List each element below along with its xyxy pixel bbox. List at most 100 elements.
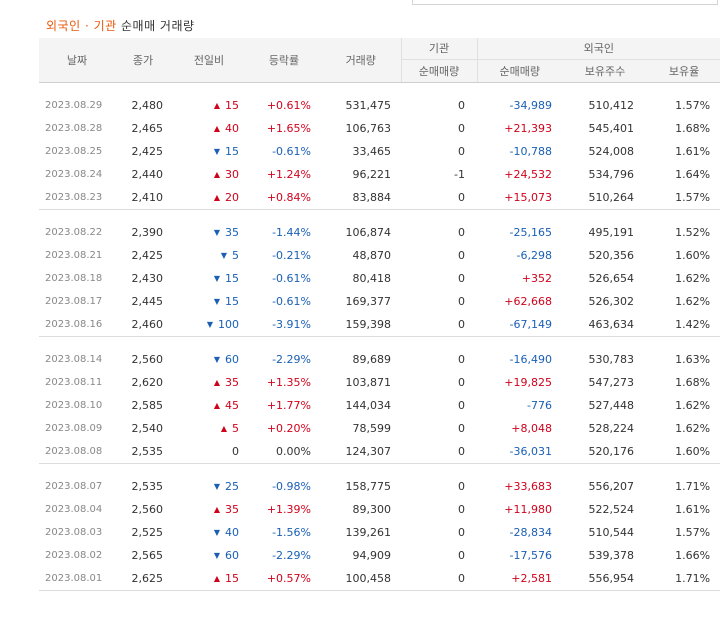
cell-rate: +1.65%: [266, 122, 311, 135]
cell-date: 2023.08.24: [45, 169, 103, 180]
table-row: 2023.08.17 2,445 ▼ 15 -0.61% 169,377 0 +62,668 5…: [39, 290, 720, 313]
cell-date: 2023.08.11: [45, 377, 103, 388]
cell-rate: -1.56%: [272, 526, 311, 539]
cell-date: 2023.08.08: [39, 440, 115, 464]
cell-inst-net: 0: [401, 440, 477, 464]
cell-change: ▼ 40: [171, 521, 247, 544]
cell-date: 2023.08.07: [45, 481, 103, 492]
cell-rate: -0.98%: [272, 480, 311, 493]
cell-frn-net: +11,980: [504, 503, 552, 516]
table-row: 2023.08.22 2,390 ▼ 35 -1.44% 106,874 0 -25,165 4…: [39, 221, 720, 244]
cell-change: ▲ 35: [171, 371, 247, 394]
change-value: 15: [225, 145, 239, 158]
header-inst-net: 순매매량: [400, 59, 477, 83]
change-value: 15: [225, 99, 239, 112]
cell-close: 2,535: [131, 480, 164, 493]
table-row: 2023.08.02 2,565 ▼ 60 -2.29% 94,909 0 -17,576 53…: [39, 544, 720, 567]
cell-volume: 159,398: [321, 313, 401, 337]
change-value: 5: [232, 422, 239, 435]
cell-frn-net: -34,989: [509, 99, 552, 112]
cell-ratio: 1.64%: [675, 168, 711, 181]
down-triangle-icon: ▼: [213, 297, 220, 306]
cell-ratio: 1.68%: [675, 122, 711, 135]
cell-date: 2023.08.21: [45, 250, 103, 261]
cell-rate: -3.91%: [247, 313, 321, 337]
cell-change: ▲ 45: [171, 394, 247, 417]
table-row: 2023.08.24 2,440 ▲ 30 +1.24% 96,221 -1 +24,532 5…: [39, 163, 720, 186]
cell-change: ▲ 15: [171, 94, 247, 117]
cell-frn-net: -17,576: [509, 549, 552, 562]
table-row: 2023.08.04 2,560 ▲ 35 +1.39% 89,300 0 +11,980 52…: [39, 498, 720, 521]
cell-ratio: 1.62%: [675, 272, 711, 285]
cell-inst-net: 0: [401, 186, 477, 210]
up-triangle-icon: ▲: [213, 505, 220, 514]
cell-volume: 169,377: [345, 295, 392, 308]
cell-inst-net: 0: [458, 99, 465, 112]
trading-volume-table: 날짜 종가 전일비 등락률 거래량 기관 외국인 순매매량 순매매량 보유주수 …: [39, 38, 721, 591]
cell-frn-net: +8,048: [511, 422, 552, 435]
cell-volume: 103,871: [345, 376, 392, 389]
up-triangle-icon: ▲: [213, 124, 220, 133]
cell-holdings: 524,008: [588, 145, 635, 158]
header-ratio: 보유율: [648, 59, 721, 83]
change-value: 35: [225, 376, 239, 389]
cell-inst-net: 0: [458, 480, 465, 493]
cell-holdings: 556,207: [588, 480, 635, 493]
header-institution: 기관: [400, 38, 477, 60]
cell-rate: -0.61%: [272, 145, 311, 158]
down-triangle-icon: ▼: [206, 319, 213, 329]
cell-inst-net: 0: [458, 249, 465, 262]
change-value: 25: [225, 480, 239, 493]
cell-date: 2023.08.10: [45, 400, 103, 411]
cell-ratio: 1.71%: [675, 480, 711, 493]
down-triangle-icon: ▼: [213, 228, 220, 237]
cell-volume: 531,475: [345, 99, 392, 112]
cell-inst-net: 0: [458, 145, 465, 158]
cell-ratio: 1.57%: [675, 526, 711, 539]
table-row: 2023.08.09 2,540 ▲ 5 +0.20% 78,599 0 +8,048 528,…: [39, 417, 720, 440]
cell-inst-net: 0: [458, 353, 465, 366]
cell-close: 2,625: [115, 567, 171, 591]
cell-rate: +0.57%: [247, 567, 321, 591]
table-row: 2023.08.07 2,535 ▼ 25 -0.98% 158,775 0 +33,683 5…: [39, 475, 720, 498]
cell-volume: 48,870: [352, 249, 392, 262]
header-date: 날짜: [39, 38, 115, 83]
cell-close: 2,560: [131, 503, 164, 516]
cell-frn-net: -10,788: [509, 145, 552, 158]
cell-close: 2,445: [131, 295, 164, 308]
cell-close: 2,410: [115, 186, 171, 210]
cell-ratio: 1.63%: [675, 353, 711, 366]
cell-close: 2,585: [131, 399, 164, 412]
cell-frn-net: -25,165: [509, 226, 552, 239]
up-triangle-icon: ▲: [213, 401, 220, 410]
cell-rate: -2.29%: [272, 549, 311, 562]
cell-ratio: 1.61%: [675, 503, 711, 516]
spacer-cell: [39, 336, 720, 348]
cell-inst-net: 0: [458, 399, 465, 412]
cell-date: 2023.08.22: [45, 227, 103, 238]
cell-holdings: 526,302: [588, 295, 635, 308]
change-value: 40: [225, 122, 239, 135]
cell-rate: -1.44%: [272, 226, 311, 239]
cell-rate: +0.84%: [247, 186, 321, 210]
cell-inst-net: -1: [454, 168, 465, 181]
cell-change: ▼ 60: [171, 544, 247, 567]
cell-ratio: 1.60%: [648, 440, 721, 464]
cell-holdings: 539,378: [588, 549, 635, 562]
change-value: 60: [225, 353, 239, 366]
cell-holdings: 528,224: [588, 422, 635, 435]
cell-change: ▲ 40: [171, 117, 247, 140]
cell-ratio: 1.62%: [675, 295, 711, 308]
cell-rate: -0.61%: [272, 295, 311, 308]
cell-holdings: 547,273: [588, 376, 635, 389]
cell-close: 2,480: [131, 99, 164, 112]
cell-close: 2,465: [131, 122, 164, 135]
cell-holdings: 495,191: [588, 226, 635, 239]
cell-rate: +1.35%: [266, 376, 311, 389]
cell-change: ▼ 15: [171, 267, 247, 290]
table-row: 2023.08.29 2,480 ▲ 15 +0.61% 531,475 0 -34,989 5…: [39, 94, 720, 117]
down-triangle-icon: ▼: [213, 551, 220, 560]
cell-ratio: 1.57%: [675, 99, 711, 112]
cell-volume: 106,763: [345, 122, 392, 135]
cell-change: ▲ 30: [171, 163, 247, 186]
